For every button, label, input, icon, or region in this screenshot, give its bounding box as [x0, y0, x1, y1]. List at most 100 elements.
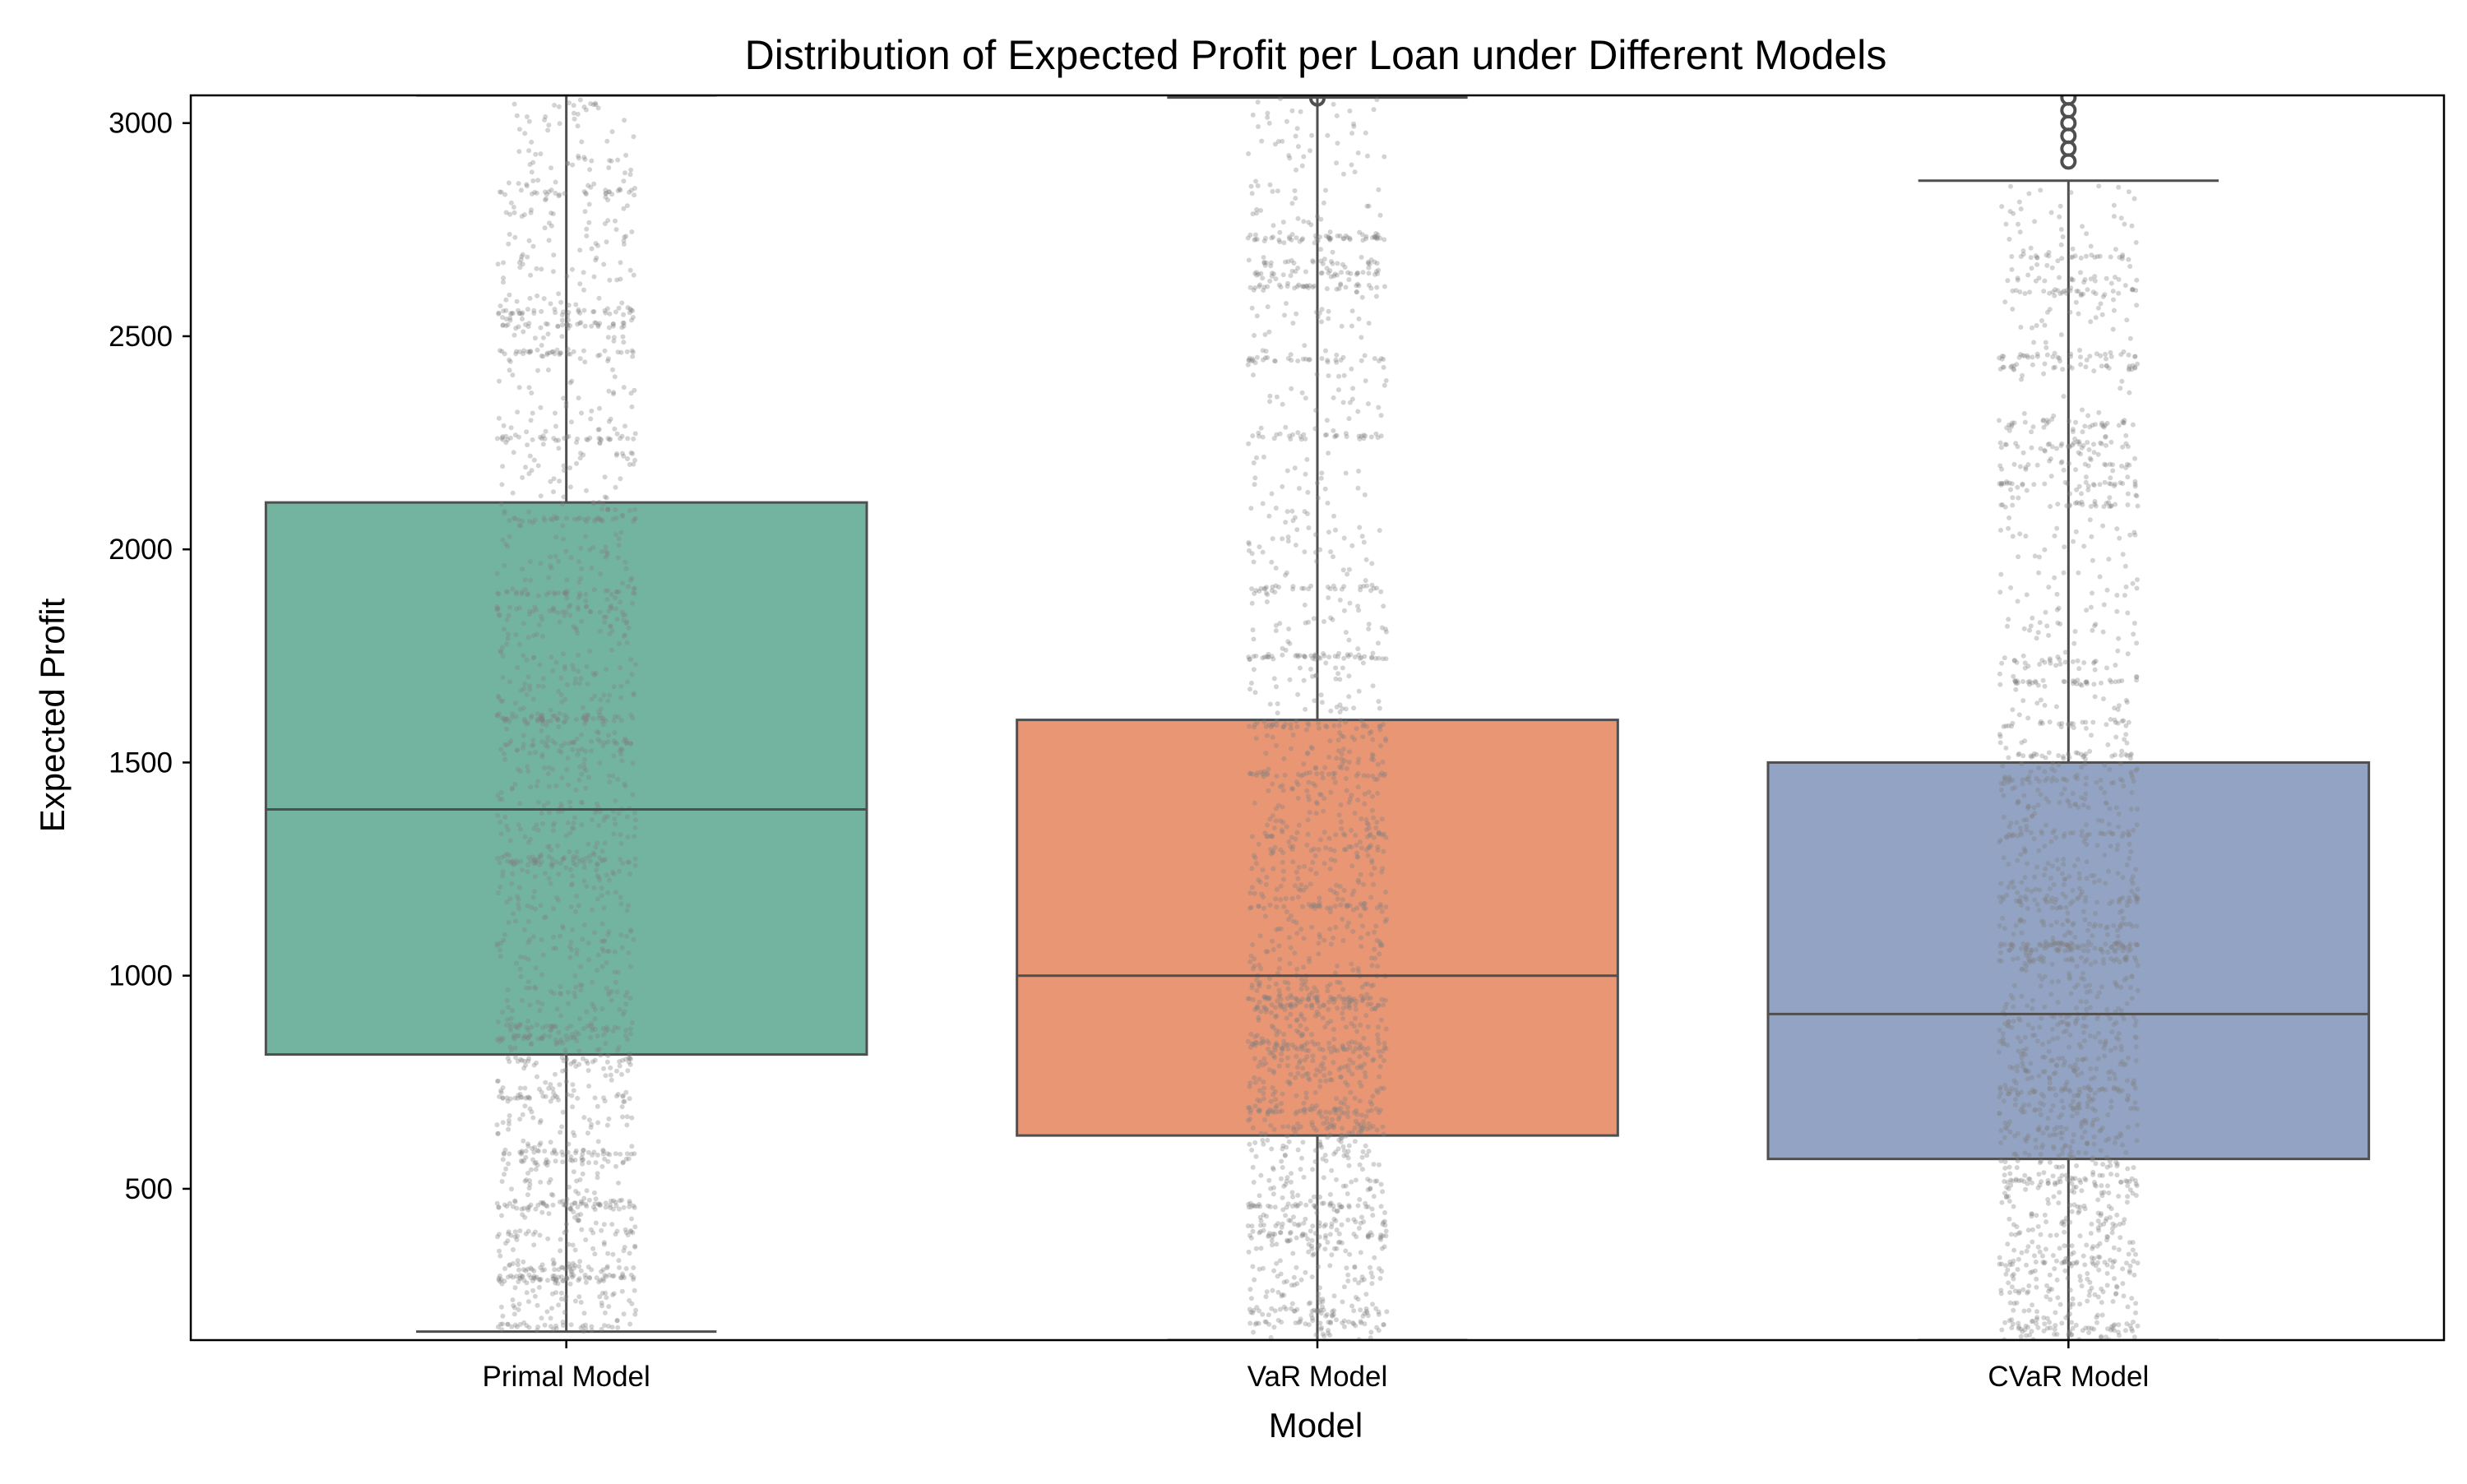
strip-point: [1340, 1047, 1345, 1052]
strip-point: [1342, 996, 1347, 1001]
strip-point: [603, 1311, 608, 1315]
strip-point: [1274, 506, 1279, 511]
strip-point: [2117, 1247, 2122, 1252]
strip-point: [1360, 923, 1365, 928]
strip-point: [1298, 109, 1303, 114]
strip-point: [2067, 418, 2071, 423]
strip-point: [582, 517, 587, 522]
strip-point: [1258, 1173, 1263, 1178]
strip-point: [626, 834, 631, 839]
strip-point: [532, 604, 537, 609]
strip-point: [591, 501, 596, 506]
strip-point: [1298, 927, 1303, 932]
strip-point: [1340, 324, 1345, 329]
strip-point: [1293, 196, 1298, 201]
strip-point: [570, 1082, 575, 1087]
strip-point: [529, 1203, 534, 1208]
strip-point: [569, 555, 574, 560]
strip-point: [1302, 343, 1307, 348]
strip-point: [1273, 1006, 1278, 1010]
strip-point: [1344, 706, 1349, 711]
strip-point: [1306, 780, 1311, 785]
strip-point: [1263, 751, 1268, 756]
strip-point: [607, 774, 612, 779]
strip-point: [1271, 1325, 1276, 1329]
strip-point: [1293, 515, 1298, 520]
strip-point: [2083, 761, 2088, 766]
strip-point: [598, 629, 603, 634]
strip-point: [544, 742, 548, 747]
strip-point: [1366, 1002, 1371, 1007]
strip-point: [1303, 654, 1308, 659]
strip-point: [1259, 892, 1264, 897]
strip-point: [1280, 1195, 1285, 1200]
strip-point: [569, 1322, 574, 1327]
strip-point: [1271, 867, 1275, 871]
strip-point: [1290, 896, 1295, 901]
strip-point: [1335, 433, 1340, 438]
strip-point: [1266, 767, 1271, 772]
strip-point: [564, 1056, 569, 1061]
strip-point: [1328, 982, 1333, 987]
strip-point: [594, 867, 599, 872]
strip-point: [1272, 1127, 1277, 1132]
strip-point: [594, 1196, 599, 1201]
strip-point: [2025, 1181, 2030, 1186]
strip-point: [1298, 239, 1303, 244]
strip-point: [625, 860, 630, 865]
strip-point: [502, 815, 507, 820]
strip-point: [527, 519, 532, 524]
strip-point: [1997, 672, 2002, 677]
strip-point: [514, 589, 519, 594]
strip-point: [1314, 771, 1319, 776]
strip-point: [507, 1059, 511, 1064]
strip-point: [530, 743, 535, 748]
strip-point: [572, 991, 576, 996]
strip-point: [628, 741, 633, 746]
strip-point: [1280, 1225, 1284, 1230]
strip-point: [1248, 1310, 1253, 1315]
strip-point: [497, 311, 502, 316]
strip-point: [1303, 395, 1308, 400]
strip-point: [2020, 931, 2025, 936]
strip-point: [591, 1004, 596, 1009]
strip-point: [1308, 667, 1313, 672]
strip-point: [1333, 832, 1338, 837]
strip-point: [531, 1150, 536, 1155]
strip-point: [2098, 575, 2103, 580]
strip-point: [2076, 312, 2081, 317]
strip-point: [532, 890, 537, 895]
strip-point: [1359, 998, 1364, 1003]
strip-point: [558, 992, 563, 996]
strip-point: [1360, 1314, 1365, 1319]
strip-point: [627, 508, 632, 513]
strip-point: [1345, 1004, 1349, 1009]
strip-point: [1345, 788, 1349, 793]
strip-point: [1341, 1184, 1346, 1189]
strip-point: [1266, 514, 1271, 519]
strip-point: [502, 1266, 507, 1271]
strip-point: [578, 1177, 583, 1182]
strip-point: [2041, 1130, 2046, 1135]
strip-point: [576, 1294, 581, 1299]
strip-point: [547, 810, 552, 815]
strip-point: [2134, 303, 2139, 307]
strip-point: [606, 733, 611, 738]
strip-point: [2059, 1135, 2064, 1140]
strip-point: [1354, 906, 1359, 911]
strip-point: [2092, 880, 2097, 885]
strip-point: [2085, 414, 2090, 418]
strip-point: [618, 599, 623, 604]
strip-point: [605, 698, 610, 703]
strip-point: [1303, 1042, 1308, 1047]
strip-point: [621, 454, 626, 459]
strip-point: [620, 434, 625, 439]
strip-point: [2029, 753, 2034, 758]
strip-point: [1366, 266, 1371, 270]
strip-point: [569, 947, 574, 952]
strip-point: [1316, 1042, 1321, 1047]
strip-point: [2084, 1150, 2089, 1155]
strip-point: [520, 317, 525, 321]
strip-point: [1284, 1015, 1289, 1020]
strip-point: [597, 353, 602, 358]
